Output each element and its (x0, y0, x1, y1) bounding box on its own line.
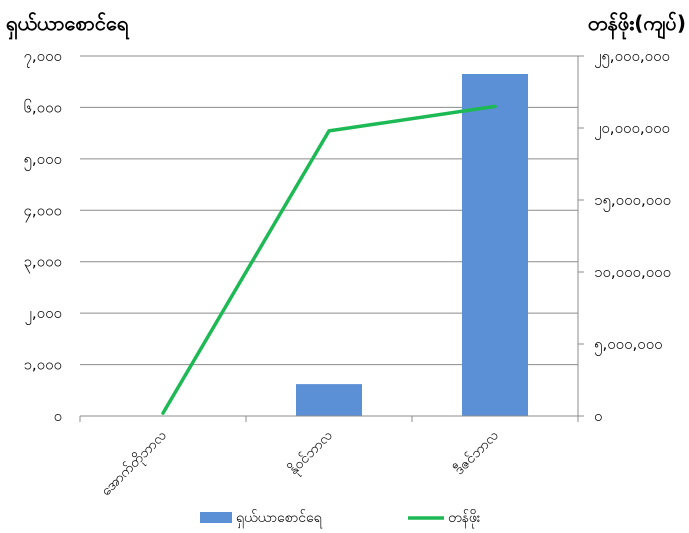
right-tick-label: ၅,၀၀၀,၀၀၀ (594, 335, 663, 356)
legend-bar-label: ရှယ်ယာစောင်ရေ (236, 510, 323, 528)
gridlines (80, 55, 578, 366)
right-tick-label: ၁၅,၀၀၀,၀၀၀ (594, 191, 671, 212)
right-tick-label: ၁၀,၀၀၀,၀၀၀ (594, 263, 671, 281)
line-series (161, 104, 497, 415)
category-labels: အောက်တိုဘာလ နိုဝင်ဘာလ ဒီဇင်ဘာလ (98, 428, 502, 501)
legend-bar-swatch (200, 512, 232, 523)
bar (296, 384, 362, 416)
left-tick-label: ၄,၀၀၀ (23, 201, 62, 222)
category-label: ဒီဇင်ဘာလ (451, 428, 502, 479)
axes (79, 55, 584, 422)
line-point (161, 411, 165, 415)
category-label: နိုဝင်ဘာလ (285, 428, 337, 480)
left-tick-label: ၃,၀၀၀ (23, 253, 62, 274)
line-point (327, 129, 331, 133)
left-tick-label: ၂,၀၀၀ (25, 304, 62, 325)
right-tick-label: ၂၀,၀၀၀,၀၀၀ (594, 119, 670, 140)
right-tick-label: ၂၅,၀၀၀,၀၀၀ (594, 47, 670, 68)
category-label: အောက်တိုဘာလ (98, 428, 171, 501)
left-tick-labels: ၀ ၁,၀၀၀ ၂,၀၀၀ ၃,၀၀၀ ၄,၀၀၀ ၅,၀၀၀ ၆,၀၀၀ ၇,၀၀၀ (23, 47, 62, 425)
left-tick-label: ၇,၀၀၀ (23, 47, 62, 68)
left-axis-title: ရှယ်ယာစောင်ရေ (6, 11, 129, 40)
left-tick-label: ၅,၀၀၀ (23, 150, 62, 171)
right-tick-label: ၀ (594, 407, 602, 425)
bar (462, 74, 528, 416)
left-tick-label: ၀ (54, 407, 62, 425)
right-axis-title: တန်ဖိုး(ကျပ်) (588, 11, 686, 40)
legend-line-label: တန်ဖိုး (448, 510, 481, 528)
right-tick-labels: ၀ ၅,၀၀၀,၀၀၀ ၁၀,၀၀၀,၀၀၀ ၁၅,၀၀၀,၀၀၀ ၂၀,၀၀၀,၀၀၀… (594, 47, 671, 425)
left-tick-label: ၆,၀၀၀ (23, 98, 62, 116)
bar-series (296, 74, 528, 416)
left-tick-label: ၁,၀၀၀ (23, 356, 62, 374)
line-point (493, 104, 497, 108)
value-line (161, 104, 497, 415)
legend: ရှယ်ယာစောင်ရေ တန်ဖိုး (200, 510, 481, 528)
